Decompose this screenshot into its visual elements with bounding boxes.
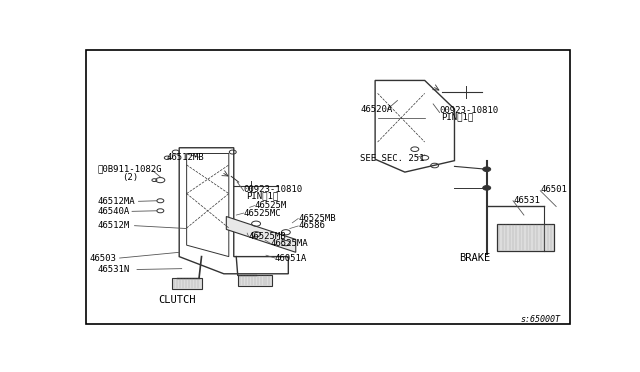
Text: 46525MB: 46525MB	[249, 232, 286, 241]
Text: 46531: 46531	[513, 196, 540, 205]
Text: 46051A: 46051A	[275, 254, 307, 263]
Text: 46512MA: 46512MA	[97, 197, 135, 206]
Text: SEE SEC. 251: SEE SEC. 251	[360, 154, 424, 163]
Text: CLUTCH: CLUTCH	[158, 295, 195, 305]
Text: 46501: 46501	[540, 185, 567, 194]
Text: s:65000T: s:65000T	[520, 315, 560, 324]
Text: 46525MB: 46525MB	[298, 214, 336, 223]
Text: ⓝ0B911-1082G: ⓝ0B911-1082G	[97, 165, 162, 174]
Text: 46540A: 46540A	[97, 207, 130, 216]
Text: 46512MB: 46512MB	[167, 153, 204, 162]
Text: PIN（1）: PIN（1）	[442, 112, 474, 121]
Text: 46525MA: 46525MA	[271, 239, 308, 248]
Text: 46525MC: 46525MC	[244, 209, 282, 218]
Text: 46586: 46586	[298, 221, 325, 231]
Text: 46531N: 46531N	[97, 265, 130, 274]
Text: (2): (2)	[122, 173, 138, 182]
Text: 46525M: 46525M	[255, 201, 287, 210]
Text: BRAKE: BRAKE	[459, 253, 490, 263]
Polygon shape	[237, 275, 273, 286]
Polygon shape	[227, 217, 296, 252]
Circle shape	[483, 186, 491, 190]
Circle shape	[483, 167, 491, 171]
Polygon shape	[497, 224, 554, 251]
Text: 46503: 46503	[90, 254, 116, 263]
Text: PIN（1）: PIN（1）	[246, 191, 278, 201]
Text: 46520A: 46520A	[361, 105, 393, 113]
Text: 00923-10810: 00923-10810	[244, 185, 303, 194]
Polygon shape	[172, 278, 202, 289]
Text: 00923-10810: 00923-10810	[440, 106, 499, 115]
Text: 46512M: 46512M	[97, 221, 130, 230]
